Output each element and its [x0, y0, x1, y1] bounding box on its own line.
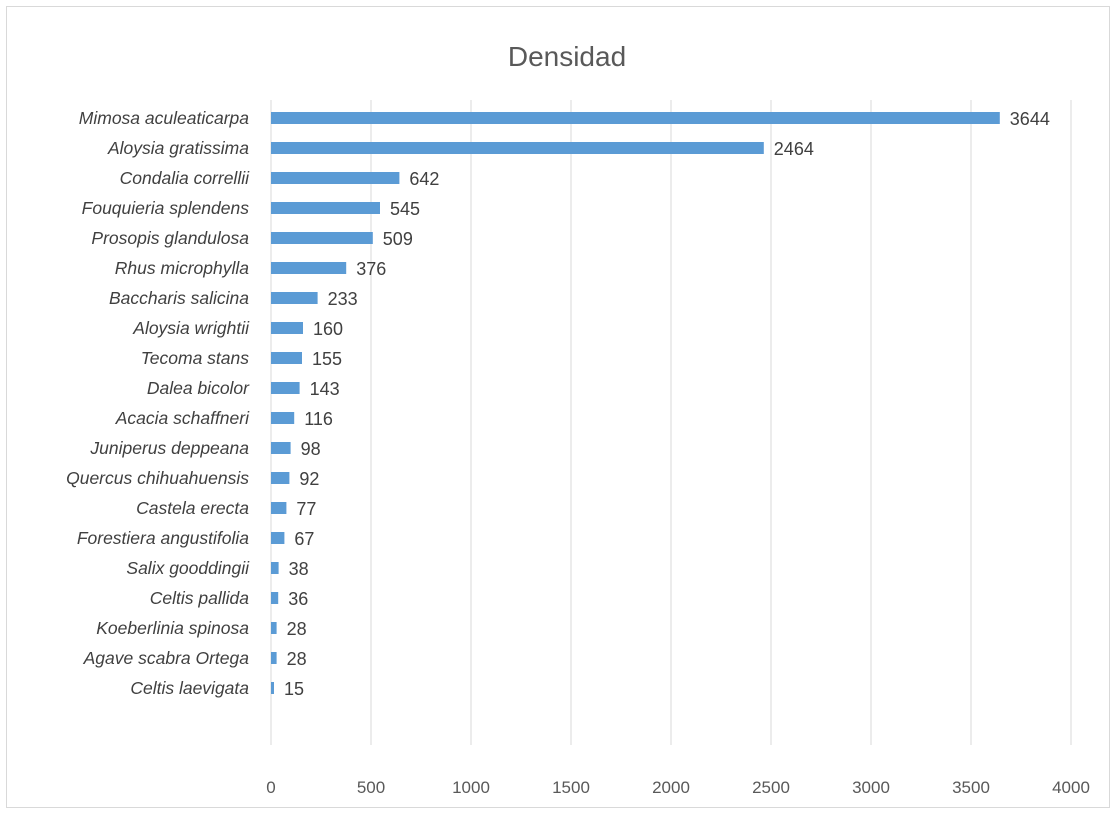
data-label: 116: [304, 409, 333, 429]
bar: [271, 532, 285, 544]
x-tick-label: 3500: [952, 778, 990, 797]
category-label: Acacia schaffneri: [115, 408, 250, 428]
bar: [271, 562, 279, 574]
category-label: Dalea bicolor: [147, 378, 250, 398]
bar: [271, 232, 373, 244]
bar: [271, 382, 300, 394]
data-label: 2464: [774, 139, 814, 159]
category-label: Rhus microphylla: [115, 258, 249, 278]
bars: [271, 112, 1000, 694]
category-label: Celtis pallida: [150, 588, 249, 608]
bar: [271, 292, 318, 304]
data-label: 143: [310, 379, 340, 399]
data-label: 642: [409, 169, 439, 189]
bar: [271, 202, 380, 214]
category-label: Fouquieria splendens: [82, 198, 250, 218]
category-label: Juniperus deppeana: [89, 438, 249, 458]
x-tick-label: 0: [266, 778, 275, 797]
category-label: Baccharis salicina: [109, 288, 249, 308]
bar: [271, 172, 400, 184]
bar: [271, 622, 277, 634]
category-label: Forestiera angustifolia: [77, 528, 249, 548]
data-label: 545: [390, 199, 420, 219]
data-label: 509: [383, 229, 413, 249]
data-label: 98: [301, 439, 321, 459]
x-tick-label: 2500: [752, 778, 790, 797]
bar: [271, 142, 764, 154]
category-label: Tecoma stans: [141, 348, 250, 368]
category-label: Agave scabra Ortega: [83, 648, 250, 668]
x-tick-label: 4000: [1052, 778, 1090, 797]
data-label: 160: [313, 319, 343, 339]
data-labels: 3644 2464 642 545 509 376 233 160 155 143 116 98 92 7…: [284, 109, 1050, 699]
data-label: 77: [296, 499, 316, 519]
bar: [271, 682, 274, 694]
category-label: Celtis laevigata: [130, 678, 249, 698]
x-tick-label: 2000: [652, 778, 690, 797]
chart-canvas: Densidad Mimosa aculeaticarpa Aloysia gra…: [66, 41, 1090, 797]
data-label: 36: [288, 589, 308, 609]
category-label: Castela erecta: [136, 498, 249, 518]
x-tick-label: 1500: [552, 778, 590, 797]
category-label: Aloysia gratissima: [107, 138, 249, 158]
data-label: 28: [287, 649, 307, 669]
category-label: Condalia correllii: [120, 168, 250, 188]
data-label: 38: [289, 559, 309, 579]
bar: [271, 442, 291, 454]
bar: [271, 112, 1000, 124]
bar: [271, 412, 295, 424]
data-label: 15: [284, 679, 304, 699]
gridlines: [270, 100, 1072, 745]
chart-title: Densidad: [508, 41, 626, 72]
data-label: 92: [299, 469, 319, 489]
bar: [271, 322, 303, 334]
data-label: 155: [312, 349, 342, 369]
data-label: 28: [287, 619, 307, 639]
bar: [271, 592, 279, 604]
category-label: Prosopis glandulosa: [91, 228, 249, 248]
bar: [271, 262, 347, 274]
x-tick-label: 3000: [852, 778, 890, 797]
bar: [271, 472, 290, 484]
bar: [271, 502, 287, 514]
category-label: Mimosa aculeaticarpa: [79, 108, 249, 128]
category-label: Salix gooddingii: [126, 558, 250, 578]
x-tick-label: 1000: [452, 778, 490, 797]
x-axis-tick-labels: 0 500 1000 1500 2000 2500 3000 3500 4000: [266, 778, 1090, 797]
chart-frame: Densidad Mimosa aculeaticarpa Aloysia gra…: [6, 6, 1110, 808]
category-label: Quercus chihuahuensis: [66, 468, 249, 488]
category-labels: Mimosa aculeaticarpa Aloysia gratissima Co…: [66, 108, 250, 698]
data-label: 67: [294, 529, 314, 549]
x-tick-label: 500: [357, 778, 385, 797]
data-label: 3644: [1010, 109, 1050, 129]
bar: [271, 652, 277, 664]
bar: [271, 352, 302, 364]
category-label: Koeberlinia spinosa: [96, 618, 249, 638]
category-label: Aloysia wrightii: [132, 318, 250, 338]
data-label: 233: [328, 289, 358, 309]
data-label: 376: [356, 259, 386, 279]
